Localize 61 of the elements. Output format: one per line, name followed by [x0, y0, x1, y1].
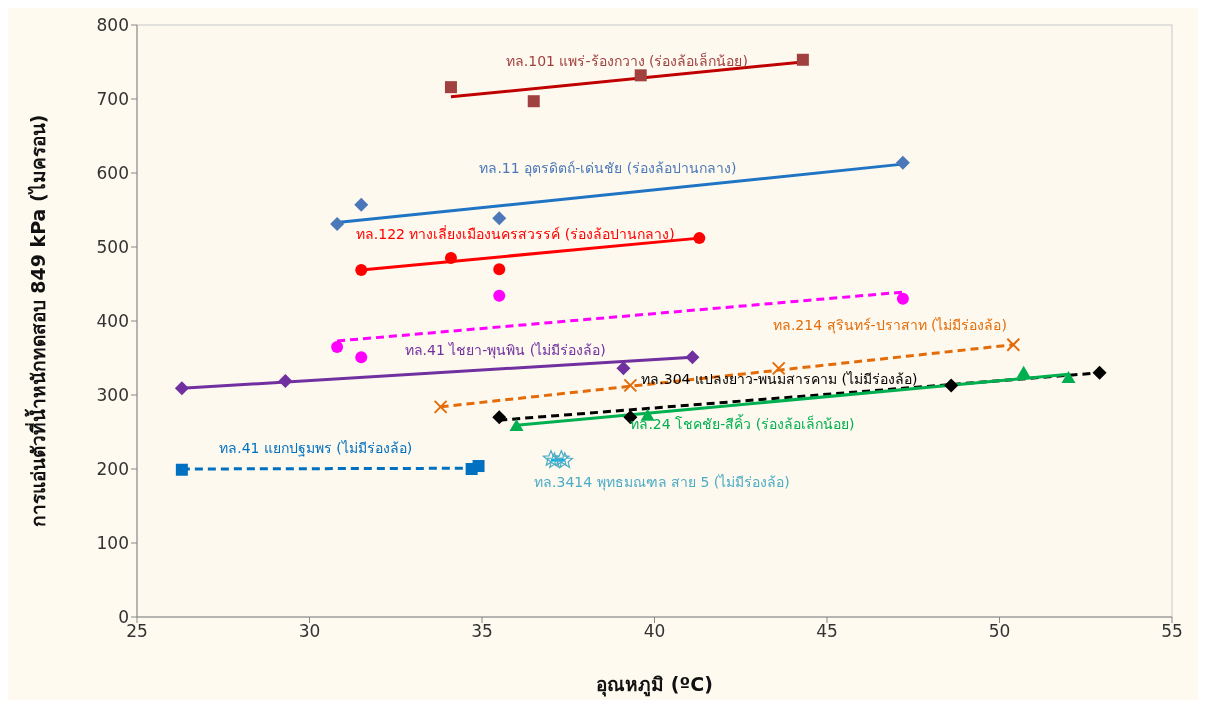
point	[693, 232, 706, 245]
point	[354, 197, 369, 212]
series-label: ทล.41 ไชยา-พุนพิน (ไม่มีร่องล้อ)	[404, 341, 606, 359]
point	[1016, 365, 1031, 378]
y-tick-label: 300	[96, 385, 129, 406]
y-tick-label: 0	[118, 607, 129, 628]
y-tick-label: 100	[96, 533, 129, 554]
y-tick-label: 600	[96, 163, 129, 184]
series-label: ทล.3414 พุทธมณฑล สาย 5 (ไม่มีร่องล้อ)	[534, 474, 790, 492]
text: ทล.41 แยกปฐมพร (ไม่มีร่องล้อ)	[219, 439, 413, 457]
point	[944, 378, 959, 393]
point	[553, 450, 570, 466]
point	[492, 410, 507, 425]
series-label: ทล.24 โชคชัย-สีคิ้ว (ร่องล้อเล็กน้อย)	[630, 413, 855, 432]
point	[546, 452, 563, 468]
y-tick-label: 700	[96, 89, 129, 110]
point	[527, 95, 540, 108]
point	[685, 350, 700, 365]
point	[493, 289, 506, 302]
point	[492, 211, 507, 226]
point	[493, 263, 506, 276]
text: ทล.11 อุตรดิตถ์-เด่นชัย (ร่องล้อปานกลาง)	[479, 160, 737, 178]
x-tick-label: 30	[298, 621, 321, 642]
point	[433, 399, 448, 414]
point	[472, 460, 485, 473]
point	[1006, 337, 1021, 352]
point	[174, 381, 189, 396]
point	[634, 69, 647, 82]
point	[444, 81, 457, 94]
point	[509, 419, 524, 432]
series-label: ทล.214 สุรินทร์-ปราสาท (ไม่มีร่องล้อ)	[772, 316, 1007, 334]
point	[895, 155, 910, 170]
x-tick-label: 25	[126, 621, 148, 642]
y-tick-label: 400	[96, 311, 129, 332]
series-label: ทล.304 แปลงยาว-พนมสารคาม (ไม่มีร่องล้อ)	[641, 371, 918, 388]
point	[1061, 370, 1076, 383]
point	[616, 361, 631, 376]
y-tick-label: 500	[96, 237, 129, 258]
point	[796, 53, 809, 66]
y-axis-title: การแอ่นตัวที่น้ำหนักทดสอบ 849 kPa (ไมครอน)	[23, 114, 49, 528]
series-label: ทล.101 แพร่-ร้องกวาง (ร่องล้อเล็กน้อย)	[505, 52, 748, 70]
point	[556, 452, 574, 468]
point	[278, 373, 293, 388]
point	[623, 378, 638, 393]
x-tick-label: 45	[816, 621, 838, 642]
point	[896, 292, 909, 305]
point	[355, 351, 368, 364]
x-tick-label: 35	[471, 621, 493, 642]
point	[331, 340, 344, 353]
x-tick-label: 50	[988, 621, 1011, 642]
series-label: ทล.122 ทางเลี่ยงเมืองนครสวรรค์ (ร่องล้อปานกลาง)	[355, 225, 675, 243]
x-tick-label: 55	[1161, 621, 1183, 642]
y-tick-label: 200	[96, 459, 129, 480]
point	[1092, 365, 1107, 380]
point	[175, 463, 188, 476]
x-tick-label: 40	[643, 621, 666, 642]
point	[444, 252, 457, 265]
x-axis-title: อุณหภูมิ (ºC)	[596, 673, 713, 697]
point	[330, 217, 345, 232]
point	[355, 263, 368, 276]
y-tick-label: 800	[96, 15, 129, 36]
